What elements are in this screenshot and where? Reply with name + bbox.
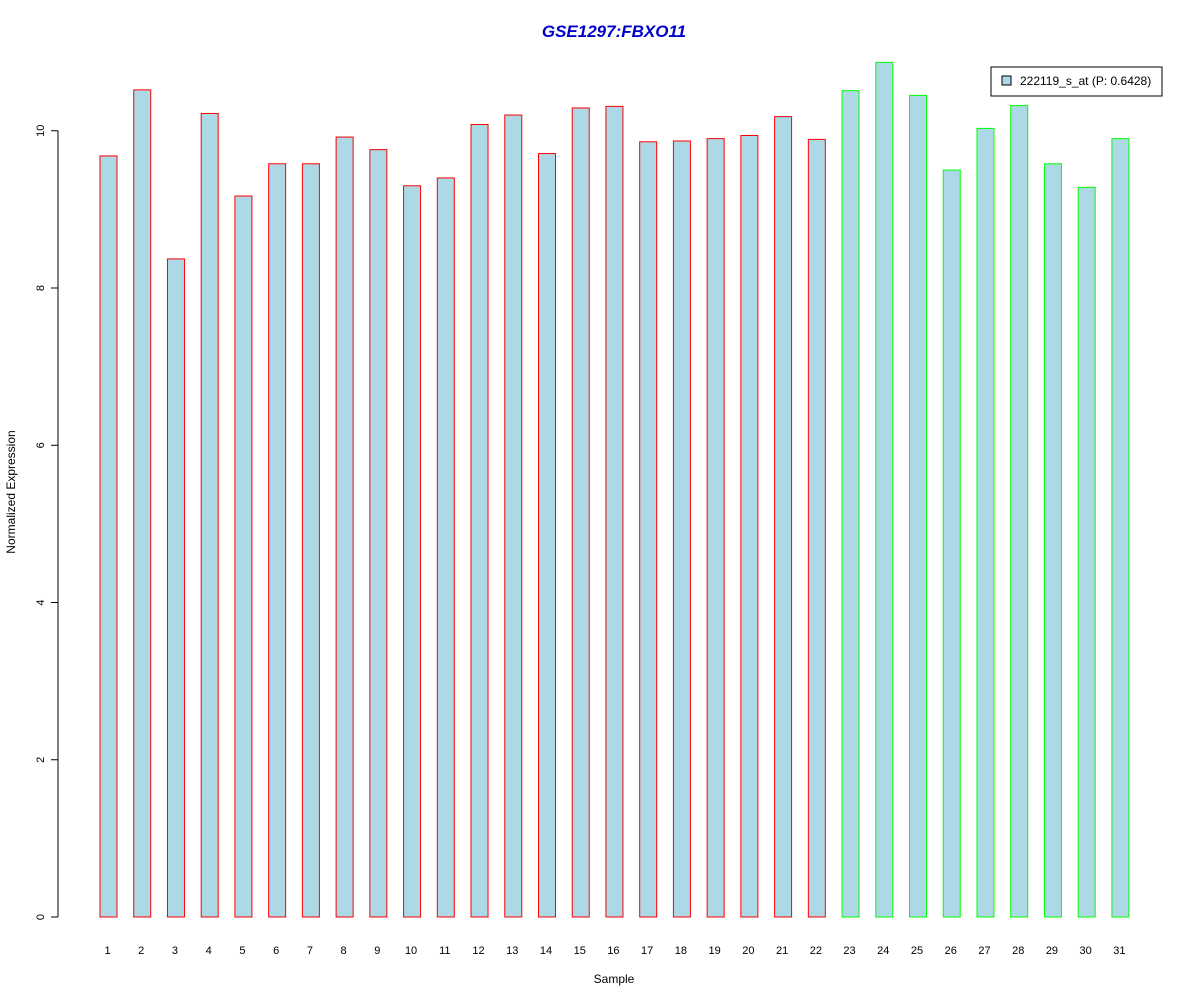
x-tick-label: 23 bbox=[843, 945, 855, 957]
y-tick-label: 10 bbox=[35, 125, 47, 137]
bar-sample-7 bbox=[301, 163, 320, 918]
x-tick-label: 13 bbox=[506, 945, 518, 957]
bar-sample-6 bbox=[268, 163, 287, 918]
y-tick-label: 4 bbox=[35, 599, 47, 605]
bar-sample-17 bbox=[639, 141, 658, 918]
x-tick-label: 27 bbox=[978, 945, 990, 957]
bar-sample-12 bbox=[470, 123, 489, 918]
bar-sample-31 bbox=[1111, 138, 1130, 918]
x-tick-label: 8 bbox=[341, 945, 347, 957]
x-tick-label: 18 bbox=[675, 945, 687, 957]
x-tick-label: 21 bbox=[776, 945, 788, 957]
x-tick-label: 19 bbox=[709, 945, 721, 957]
x-tick-label: 26 bbox=[945, 945, 957, 957]
x-tick-label: 22 bbox=[810, 945, 822, 957]
x-tick-label: 16 bbox=[607, 945, 619, 957]
x-tick-label: 12 bbox=[472, 945, 484, 957]
bar-sample-5 bbox=[234, 195, 253, 918]
bar-sample-13 bbox=[504, 114, 523, 918]
x-tick-label: 14 bbox=[540, 945, 552, 957]
x-tick-label: 3 bbox=[172, 945, 178, 957]
x-tick-label: 5 bbox=[239, 945, 245, 957]
legend-box bbox=[990, 66, 1163, 97]
bar-sample-9 bbox=[369, 149, 388, 918]
bar-sample-25 bbox=[909, 94, 928, 918]
x-tick-label: 25 bbox=[911, 945, 923, 957]
x-axis: 1 2 3 4 5 6 7 8 9 10 11 12 13 14 15 16 17 18 19 20 21 22 23 24 2… bbox=[104, 945, 1125, 957]
bar-sample-19 bbox=[706, 138, 725, 918]
x-tick-label: 29 bbox=[1046, 945, 1058, 957]
legend: 222119_s_at (P: 0.6428) bbox=[990, 66, 1163, 97]
y-tick-label: 2 bbox=[35, 757, 47, 763]
bar-sample-21 bbox=[774, 116, 793, 918]
bar-sample-16 bbox=[605, 105, 624, 918]
x-tick-label: 11 bbox=[439, 945, 450, 957]
x-tick-label: 4 bbox=[206, 945, 212, 957]
x-tick-label: 6 bbox=[273, 945, 279, 957]
bar-sample-27 bbox=[976, 127, 995, 918]
x-tick-label: 17 bbox=[641, 945, 653, 957]
x-tick-label: 20 bbox=[742, 945, 754, 957]
bar-sample-23 bbox=[841, 90, 860, 918]
x-tick-label: 15 bbox=[574, 945, 586, 957]
x-tick-label: 2 bbox=[138, 945, 144, 957]
bar-sample-3 bbox=[166, 258, 185, 918]
bar-sample-14 bbox=[537, 153, 556, 918]
x-tick-label: 28 bbox=[1012, 945, 1024, 957]
bar-sample-20 bbox=[740, 134, 759, 918]
x-tick-label: 10 bbox=[405, 945, 417, 957]
bar-sample-29 bbox=[1043, 163, 1062, 918]
legend-swatch bbox=[1001, 75, 1012, 86]
bar-sample-30 bbox=[1077, 186, 1096, 918]
bar-sample-28 bbox=[1010, 105, 1029, 918]
bar-sample-2 bbox=[133, 89, 152, 918]
y-tick-label: 0 bbox=[35, 914, 47, 920]
bar-sample-22 bbox=[807, 138, 826, 918]
bars bbox=[99, 61, 1130, 918]
x-tick-label: 30 bbox=[1080, 945, 1092, 957]
bar-sample-24 bbox=[875, 61, 894, 918]
x-tick-label: 9 bbox=[374, 945, 380, 957]
y-axis-label: Normalized Expression bbox=[4, 430, 18, 553]
bar-sample-4 bbox=[200, 112, 219, 918]
bar-sample-11 bbox=[436, 177, 455, 918]
y-tick-label: 8 bbox=[35, 285, 47, 291]
bar-sample-26 bbox=[942, 169, 961, 918]
bar-sample-15 bbox=[571, 107, 590, 918]
bar-sample-8 bbox=[335, 136, 354, 918]
y-tick-label: 6 bbox=[35, 442, 47, 448]
y-axis: 0 2 4 6 8 10 bbox=[35, 125, 59, 920]
x-tick-label: 1 bbox=[104, 945, 110, 957]
x-axis-label: Sample bbox=[594, 972, 635, 986]
chart-title: GSE1297:FBXO11 bbox=[542, 22, 686, 41]
bar-sample-18 bbox=[672, 140, 691, 918]
x-tick-label: 31 bbox=[1113, 945, 1125, 957]
x-tick-label: 7 bbox=[307, 945, 313, 957]
bar-sample-10 bbox=[403, 185, 422, 918]
x-tick-label: 24 bbox=[877, 945, 889, 957]
legend-label: 222119_s_at (P: 0.6428) bbox=[1020, 74, 1151, 88]
bar-sample-1 bbox=[99, 155, 118, 918]
